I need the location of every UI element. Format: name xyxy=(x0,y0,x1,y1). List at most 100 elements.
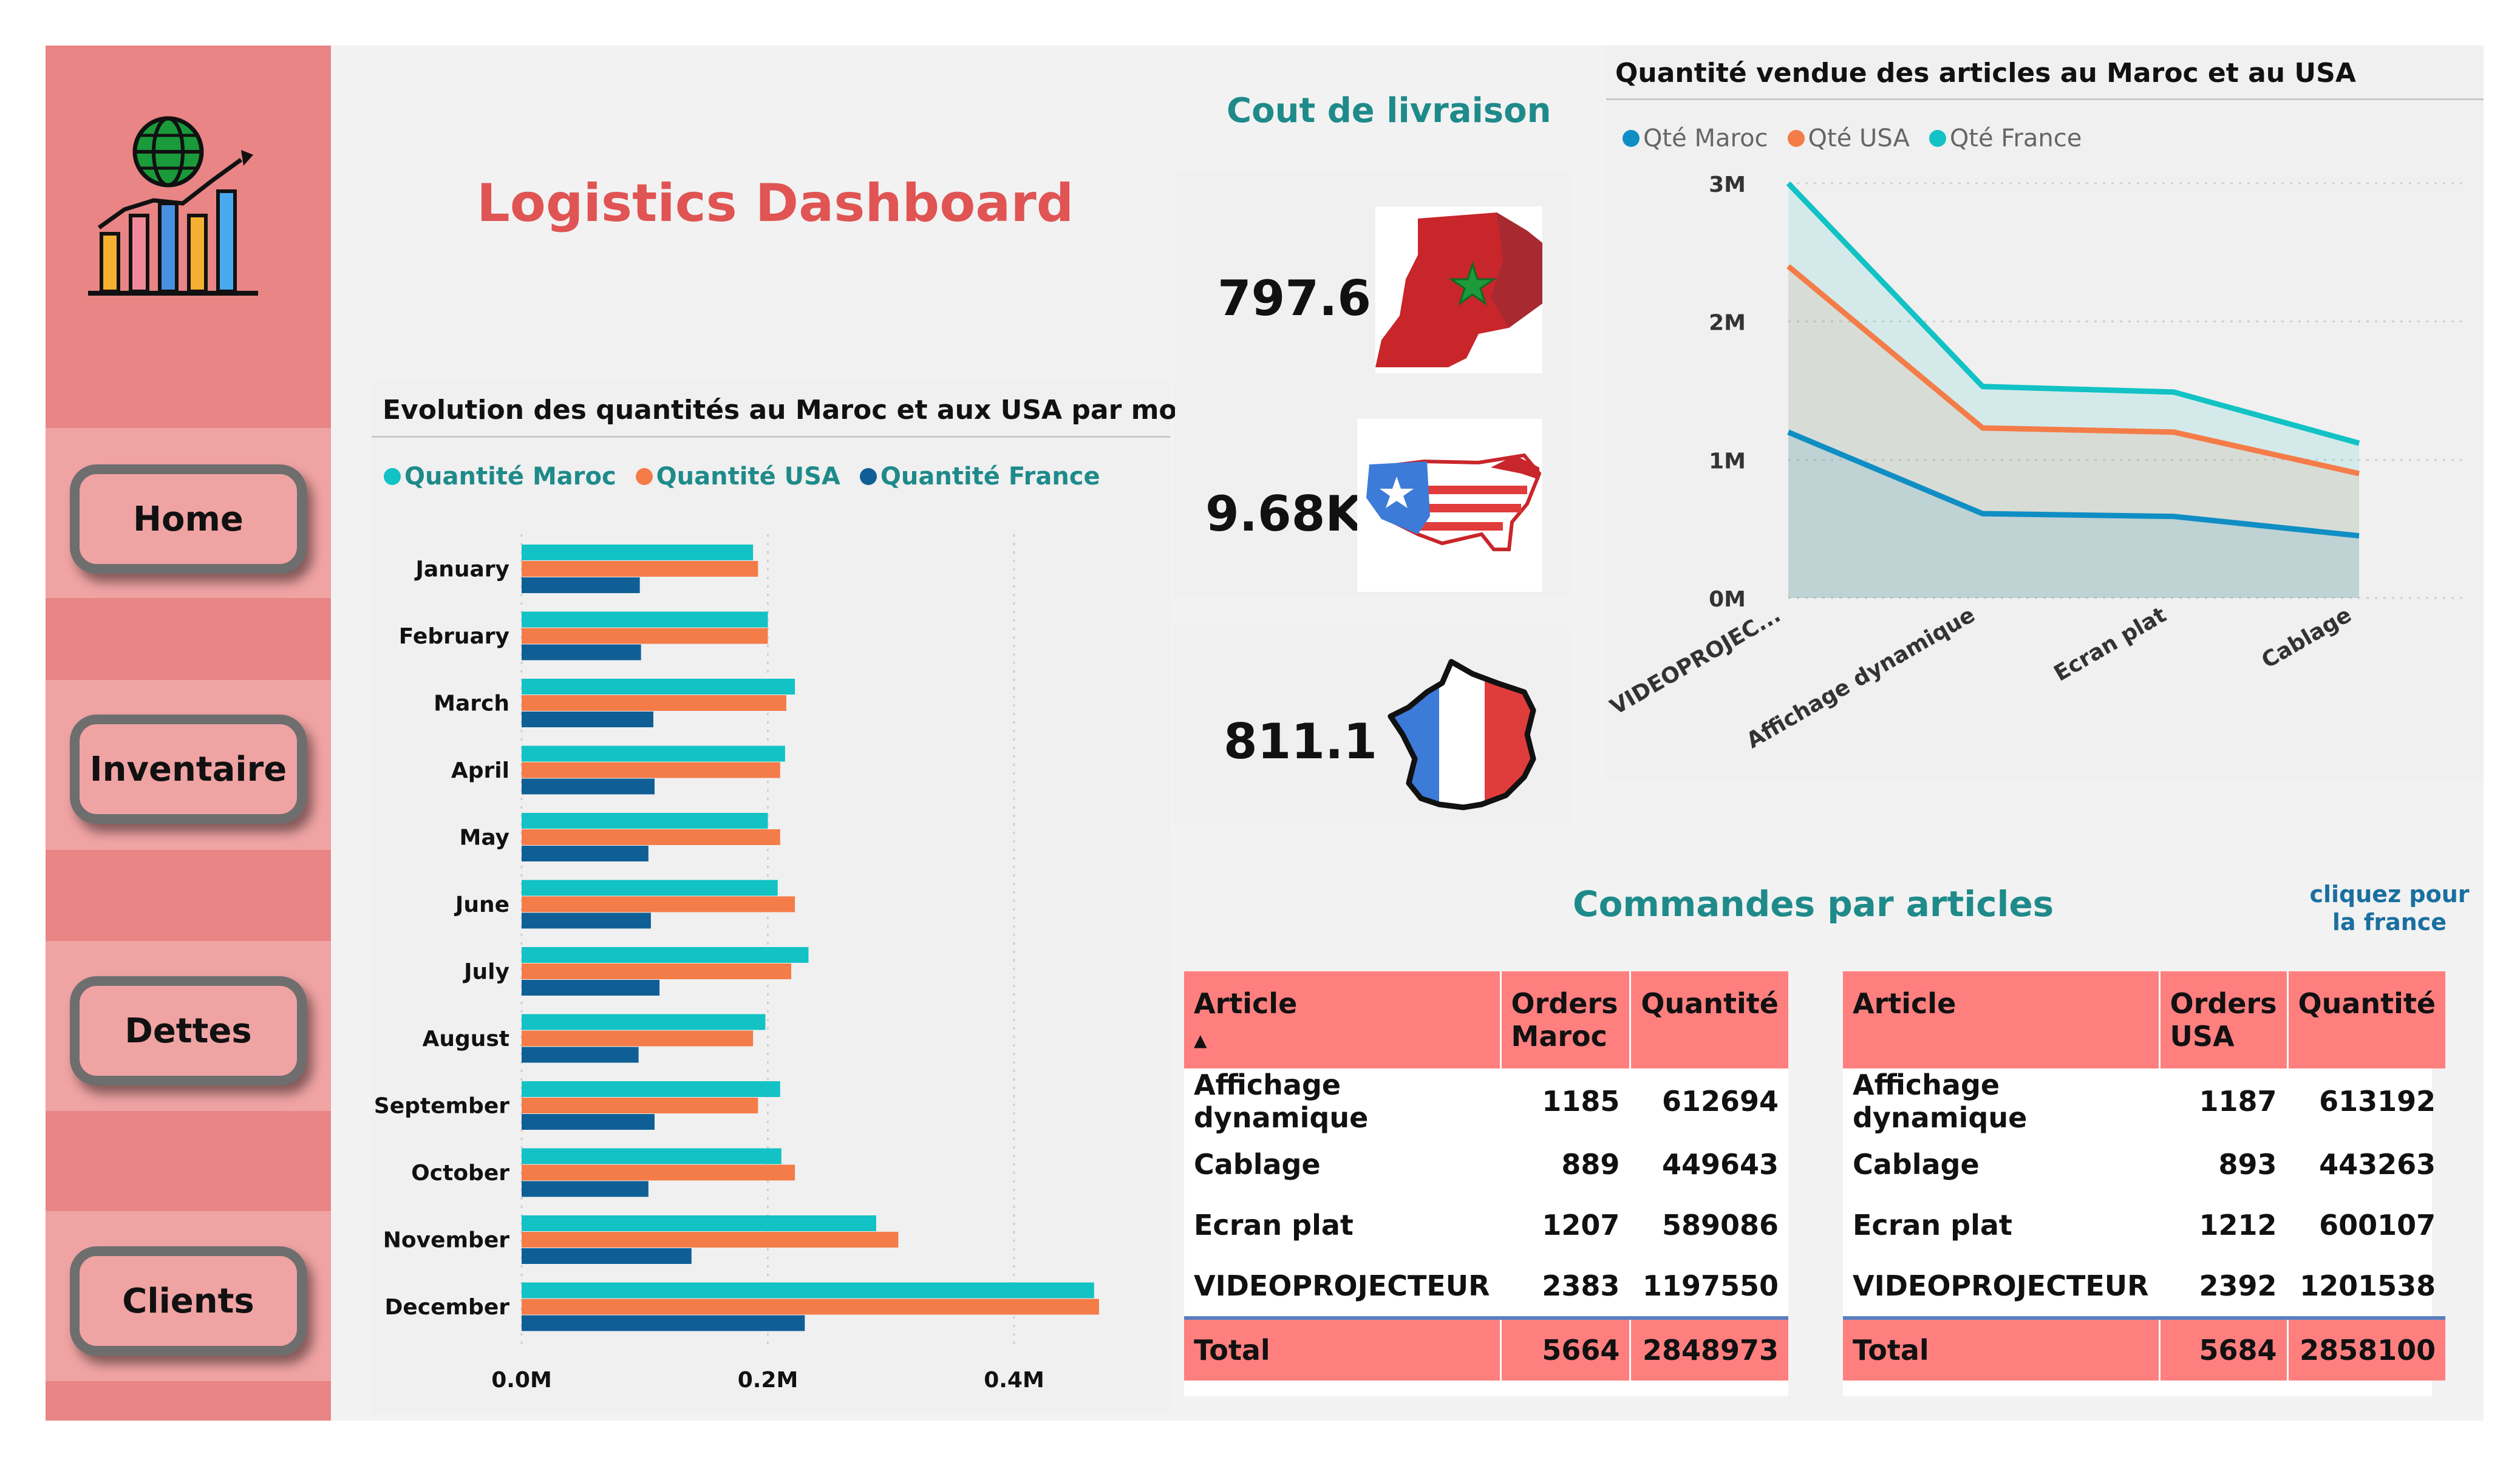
x-tick-label: 0.4M xyxy=(984,1368,1044,1393)
legend-usa-swatch xyxy=(635,468,653,485)
usa-map-icon xyxy=(1366,453,1542,551)
bar-quantité-maroc xyxy=(522,813,768,829)
col-header-article[interactable]: Article ▲ xyxy=(1184,971,1502,1068)
cell-article: Affichage dynamique xyxy=(1843,1068,2161,1134)
cell-total-quantite: 2858100 xyxy=(2287,1316,2446,1381)
bar-quantité-usa xyxy=(522,695,786,711)
cell-article: Affichage dynamique xyxy=(1184,1068,1502,1134)
area-chart-panel xyxy=(1606,46,2484,780)
bar-quantité-france xyxy=(522,846,649,861)
cell-article: VIDEOPROJECTEUR xyxy=(1184,1255,1502,1318)
legend-maroc-label: Quantité Maroc xyxy=(404,463,616,491)
col-header-quantite[interactable]: Quantité xyxy=(2287,971,2446,1068)
line-qté-france xyxy=(1786,181,2360,446)
delivery-maroc-value: 797.6 xyxy=(1217,270,1372,327)
col-header-orders[interactable]: Orders USA xyxy=(2159,971,2289,1068)
morocco-map-icon xyxy=(1375,212,1542,367)
table-row: VIDEOPROJECTEUR 2392 1201538 xyxy=(1843,1255,2445,1318)
x-tick-label: VIDEOPROJEC... xyxy=(1606,602,1785,720)
cell-orders: 2383 xyxy=(1500,1255,1632,1318)
y-tick-label: April xyxy=(451,758,509,783)
table-row: Cablage 893 443263 xyxy=(1843,1134,2445,1195)
bar-quantité-france xyxy=(522,980,660,996)
bar-quantité-france xyxy=(522,1047,639,1063)
cell-quantite: 600107 xyxy=(2319,1209,2436,1241)
line-qté-usa xyxy=(1786,264,2360,477)
cell-total-label: Total xyxy=(1184,1316,1502,1381)
orders-title: Commandes par articles xyxy=(1573,883,2054,925)
col-header-article[interactable]: Article xyxy=(1843,971,2161,1068)
cell-orders: 1187 xyxy=(2159,1068,2289,1134)
nav-inventaire-button[interactable]: Inventaire xyxy=(70,715,307,824)
bar-quantité-france xyxy=(522,1181,649,1197)
divider xyxy=(1606,98,2484,100)
usa-orders-table: Article Orders USA Quantité Affichage dy… xyxy=(1843,971,2446,1381)
x-tick-label: 0.2M xyxy=(738,1368,799,1393)
legend-maroc-swatch xyxy=(384,468,401,485)
bar-quantité-france xyxy=(522,1248,692,1264)
y-tick-label: October xyxy=(411,1161,509,1186)
bar-quantité-maroc xyxy=(522,545,754,560)
table-row: Affichage dynamique 1185 612694 xyxy=(1184,1068,1788,1134)
y-tick-label: December xyxy=(384,1295,509,1320)
y-tick-label: March xyxy=(434,691,509,716)
logistics-logo-icon xyxy=(88,116,258,296)
cell-quantite: 612694 xyxy=(1661,1085,1779,1118)
y-tick-label: 1M xyxy=(1709,449,1746,474)
bar-quantité-maroc xyxy=(522,1081,780,1097)
cell-orders: 893 xyxy=(2159,1134,2289,1195)
maroc-flag-card xyxy=(1375,206,1542,373)
table-row: Affichage dynamique 1187 613192 xyxy=(1843,1068,2445,1134)
bar-chart-title: Evolution des quantités au Maroc et aux … xyxy=(383,395,1202,426)
maroc-table-card: Article ▲ Orders Maroc Quantité Affichage… xyxy=(1184,971,1788,1396)
bar-chart: 0.0M 0.2M 0.4M January February March April May… xyxy=(374,534,1099,1393)
cell-total-label: Total xyxy=(1843,1316,2161,1381)
cell-orders: 1185 xyxy=(1500,1068,1632,1134)
maroc-orders-table: Article ▲ Orders Maroc Quantité Affichage… xyxy=(1184,971,1788,1381)
col-header-quantite[interactable]: Quantité xyxy=(1630,971,1788,1068)
cell-article: Cablage xyxy=(1843,1134,2161,1195)
bar-quantité-france xyxy=(522,1315,805,1331)
nav-clients-button[interactable]: Clients xyxy=(70,1246,307,1356)
bar-quantité-usa xyxy=(522,829,780,845)
bar-quantité-france xyxy=(522,712,653,727)
legend-qte-maroc-label: Qté Maroc xyxy=(1643,124,1768,152)
bar-quantité-maroc xyxy=(522,1148,782,1164)
bar-quantité-usa xyxy=(522,1299,1099,1315)
bar-quantité-usa xyxy=(522,896,795,912)
cell-quantite: 1197550 xyxy=(1642,1269,1779,1302)
france-map-icon xyxy=(1388,659,1536,810)
table-row: VIDEOPROJECTEUR 2383 1197550 xyxy=(1184,1255,1788,1318)
table-row: Cablage 889 449643 xyxy=(1184,1134,1788,1195)
divider xyxy=(372,436,1170,438)
nav-dettes-button[interactable]: Dettes xyxy=(70,976,307,1085)
cell-article: VIDEOPROJECTEUR xyxy=(1843,1255,2161,1318)
y-tick-label: July xyxy=(462,960,509,985)
bar-quantité-maroc xyxy=(522,745,785,762)
cell-total-orders: 5664 xyxy=(1500,1316,1632,1381)
nav-home-button[interactable]: Home xyxy=(70,464,307,574)
france-link[interactable]: cliquez pour la france xyxy=(2309,881,2470,936)
x-tick-label: Cablage xyxy=(2258,602,2356,673)
col-header-orders[interactable]: Orders Maroc xyxy=(1500,971,1632,1068)
bar-quantité-usa xyxy=(522,1164,795,1181)
bar-quantité-france xyxy=(522,1114,655,1130)
table-row: Ecran plat 1207 589086 xyxy=(1184,1195,1788,1255)
delivery-title: Cout de livraison xyxy=(1227,91,1551,131)
cell-quantite: 613192 xyxy=(2319,1085,2436,1118)
y-tick-label: May xyxy=(460,826,509,851)
bar-quantité-usa xyxy=(522,762,780,778)
x-tick-label: 0.0M xyxy=(491,1368,552,1393)
cell-total-quantite: 2848973 xyxy=(1630,1316,1788,1381)
legend-usa-label: Quantité USA xyxy=(656,463,840,491)
cell-orders: 2392 xyxy=(2159,1255,2289,1318)
bar-quantité-maroc xyxy=(522,880,778,896)
y-tick-label: 2M xyxy=(1709,311,1746,336)
bar-quantité-france xyxy=(522,644,641,661)
table-total-row: Total 5684 2858100 xyxy=(1843,1316,2446,1381)
cell-quantite: 449643 xyxy=(1661,1148,1779,1181)
legend-france-swatch xyxy=(859,468,877,485)
cell-total-orders: 5684 xyxy=(2159,1316,2289,1381)
area-chart-legend: Qté Maroc Qté USA Qté France xyxy=(1623,124,2093,152)
